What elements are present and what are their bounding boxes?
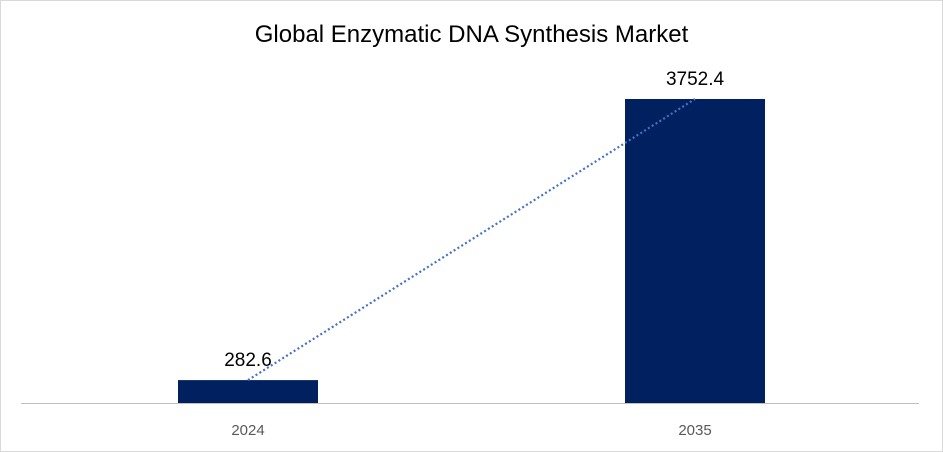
data-labels-layer: 282.6 3752.4 bbox=[224, 69, 724, 371]
x-ticks-layer: 2024 2035 bbox=[231, 422, 711, 439]
chart-title: Global Enzymatic DNA Synthesis Market bbox=[254, 21, 689, 48]
bar-2035 bbox=[625, 99, 765, 403]
data-label-2024: 282.6 bbox=[224, 350, 272, 371]
data-label-2035: 3752.4 bbox=[666, 69, 725, 90]
bars-layer bbox=[178, 99, 765, 403]
x-tick-label-2024: 2024 bbox=[231, 422, 264, 439]
bar-2024 bbox=[178, 380, 318, 403]
x-tick-label-2035: 2035 bbox=[678, 422, 711, 439]
